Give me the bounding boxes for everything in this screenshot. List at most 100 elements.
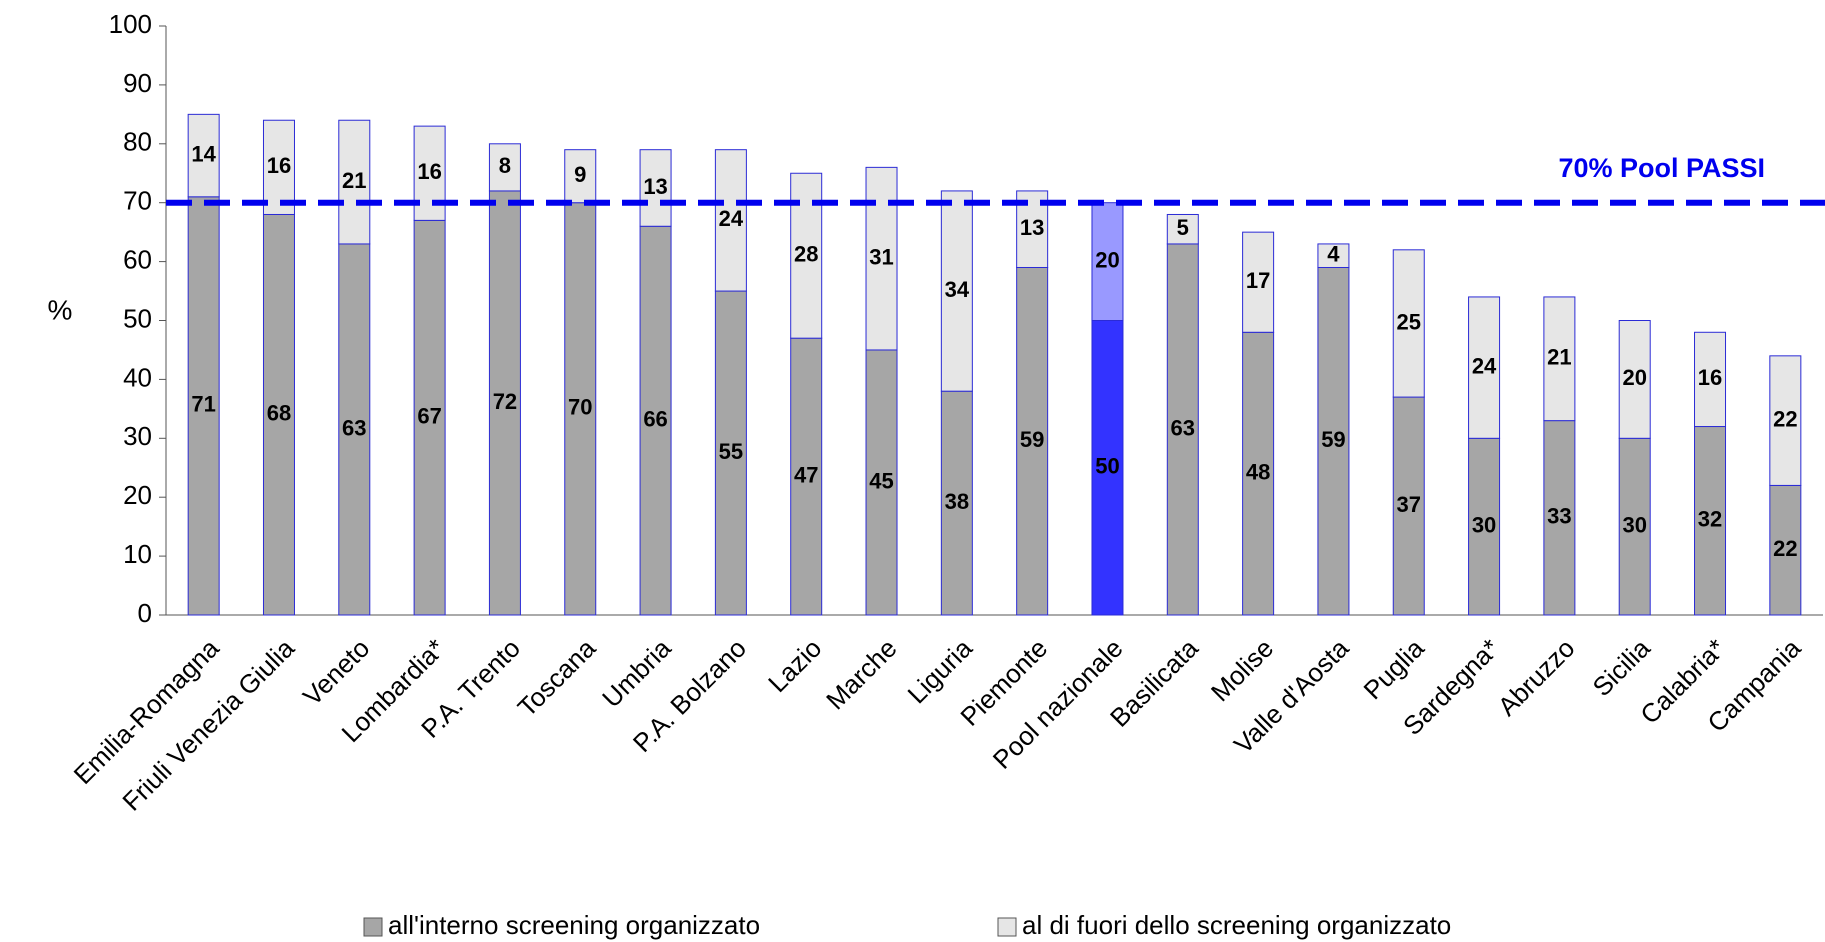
bar-segment [1016,266,1049,616]
bar-segment [714,149,747,292]
value-label: 20 [1095,247,1119,272]
y-tick-label: 10 [123,539,152,569]
value-label: 33 [1547,504,1571,529]
value-label: 22 [1773,536,1797,561]
y-tick-label: 80 [123,127,152,157]
value-label: 37 [1397,492,1421,517]
bar-segment [262,119,295,215]
bar-segment [1694,331,1727,428]
value-label: 16 [1698,365,1722,390]
bar-segment [940,190,973,392]
bar-segment [1769,355,1802,486]
value-label: 16 [267,153,291,178]
value-label: 30 [1472,512,1496,537]
value-label: 48 [1246,459,1270,484]
y-tick-label: 30 [123,421,152,451]
bar-segment [187,113,220,198]
y-tick-label: 100 [109,9,152,39]
x-tick-label: Sicilia [1587,633,1657,703]
bar-segment [1618,437,1651,616]
bar-segment [262,213,295,616]
value-label: 72 [493,389,517,414]
bar-segment [790,337,823,616]
bar-segment [413,219,446,616]
y-tick-label: 90 [123,68,152,98]
value-label: 21 [1547,345,1571,370]
value-label: 71 [191,392,215,417]
value-label: 13 [643,174,667,199]
value-label: 55 [719,439,743,464]
value-label: 24 [719,206,744,231]
bar-segment [488,190,521,616]
value-label: 21 [342,168,366,193]
value-label: 14 [191,141,216,166]
y-tick-label: 0 [138,598,152,628]
value-label: 45 [869,468,893,493]
bar-segment [564,149,597,204]
bar-segment [1694,426,1727,616]
bar-segment [714,290,747,616]
bar-segment [187,196,220,616]
bar-segment [639,225,672,616]
value-label: 20 [1622,365,1646,390]
y-axis-label: % [48,294,73,325]
value-label: 59 [1321,427,1345,452]
bar-segment [338,243,371,616]
bar-segment [639,149,672,227]
value-label: 17 [1246,268,1270,293]
bar-segment [1242,331,1275,616]
reference-label: 70% Pool PASSI [1558,153,1765,183]
value-label: 68 [267,401,291,426]
bar-segment [488,143,521,192]
x-tick-label: Marche [820,633,903,716]
value-label: 8 [499,153,511,178]
value-label: 31 [869,244,893,269]
bar-segment [865,349,898,616]
value-label: 63 [342,415,366,440]
bar-segment [940,390,973,616]
bar-segment [1468,296,1501,439]
legend-label: all'interno screening organizzato [388,910,760,940]
bar-segment [1618,320,1651,439]
value-label: 47 [794,462,818,487]
bar-segment [865,166,898,351]
bar-segment [1543,296,1576,422]
x-tick-label: Molise [1205,633,1279,707]
legend-swatch [363,917,383,937]
x-tick-label: Puglia [1358,633,1431,706]
value-label: 32 [1698,507,1722,532]
y-tick-label: 60 [123,244,152,274]
x-tick-label: Abruzzo [1492,633,1581,722]
bar-segment [1392,249,1425,398]
value-label: 4 [1327,242,1340,267]
value-label: 30 [1622,512,1646,537]
bar-segment [1317,243,1350,268]
bar-segment [1543,420,1576,616]
legend-swatch [997,917,1017,937]
value-label: 59 [1020,427,1044,452]
bar-segment [564,202,597,616]
value-label: 34 [945,277,970,302]
value-label: 67 [417,403,441,428]
value-label: 66 [643,406,667,431]
y-tick-label: 70 [123,186,152,216]
value-label: 25 [1397,309,1421,334]
y-tick-label: 40 [123,362,152,392]
value-label: 22 [1773,406,1797,431]
x-tick-label: Lazio [762,633,827,698]
value-label: 50 [1095,454,1119,479]
bar-segment [1091,202,1124,321]
value-label: 5 [1177,215,1189,240]
bar-segment [1317,266,1350,616]
x-tick-label: Toscana [512,633,602,723]
value-label: 38 [945,489,969,514]
x-tick-label: Pool nazionale [987,633,1129,775]
y-tick-label: 20 [123,480,152,510]
value-label: 16 [417,159,441,184]
bar-segment [1769,484,1802,616]
value-label: 28 [794,242,818,267]
value-label: 24 [1472,353,1497,378]
value-label: 63 [1171,415,1195,440]
bar-segment [1242,231,1275,333]
